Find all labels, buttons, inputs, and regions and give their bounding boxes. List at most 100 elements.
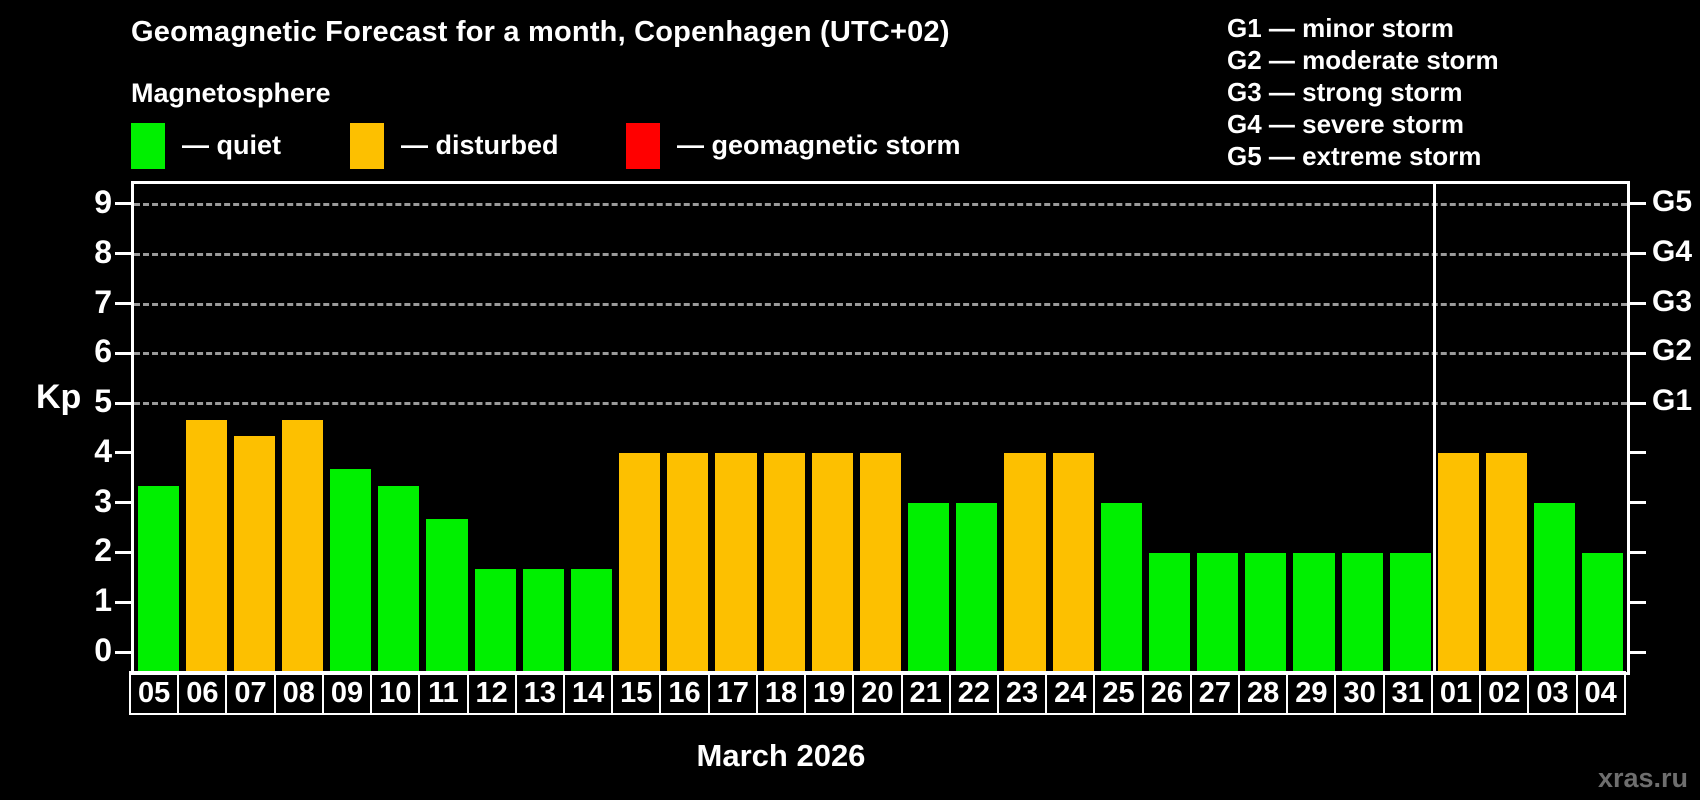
- kp-bar-25: [1100, 502, 1142, 672]
- day-label: 31: [1382, 671, 1433, 715]
- kp-tick-label: 4: [94, 432, 112, 469]
- kp-tick-label: 3: [94, 482, 112, 519]
- kp-tick-right: [1630, 202, 1646, 206]
- kp-gridline: [134, 402, 1627, 406]
- kp-tick-left: [115, 650, 131, 654]
- kp-bar-08: [281, 419, 324, 672]
- kp-tick-right: [1630, 302, 1646, 305]
- watermark-link[interactable]: xras.ru: [1597, 763, 1688, 793]
- chart-subtitle: Magnetosphere: [131, 78, 331, 108]
- day-label: 21: [900, 671, 951, 715]
- kp-tick-right: [1630, 650, 1646, 654]
- kp-axis-title: Kp: [36, 378, 82, 416]
- kp-bar-13: [522, 568, 564, 672]
- kp-tick-label: 1: [94, 582, 112, 619]
- g-legend-line: G5 — extreme storm: [1227, 141, 1482, 171]
- month-separator-line: [1432, 184, 1436, 672]
- kp-tick-right: [1630, 252, 1646, 256]
- kp-bar-22: [956, 502, 998, 672]
- day-label: 01: [1430, 671, 1482, 715]
- kp-bar-12: [474, 568, 516, 672]
- day-label: 07: [225, 671, 276, 715]
- kp-gridline: [134, 302, 1627, 306]
- kp-bar-09: [330, 469, 372, 672]
- g-legend-line: G1 — minor storm: [1227, 13, 1454, 43]
- day-label: 29: [1286, 671, 1337, 715]
- kp-bar-06: [185, 419, 227, 672]
- page-title: Geomagnetic Forecast for a month, Copenh…: [131, 16, 950, 48]
- day-label: 09: [321, 671, 373, 715]
- kp-bar-14: [570, 568, 613, 672]
- kp-bar-21: [908, 502, 950, 672]
- day-label: 12: [466, 671, 517, 715]
- kp-tick-left: [115, 451, 131, 455]
- kp-tick-left: [115, 501, 131, 505]
- kp-tick-left: [115, 401, 131, 405]
- kp-tick-right: [1630, 351, 1646, 355]
- kp-bar-30: [1341, 552, 1383, 672]
- g-legend-line: G4 — severe storm: [1227, 109, 1465, 139]
- day-label: 23: [996, 671, 1048, 715]
- month-caption: March 2026: [696, 738, 866, 773]
- g-axis-label-g1: G1: [1652, 384, 1693, 418]
- day-label: 03: [1527, 671, 1578, 715]
- kp-bar-29: [1293, 552, 1335, 672]
- kp-bar-26: [1148, 552, 1191, 672]
- kp-tick-left: [115, 351, 131, 355]
- day-label: 20: [852, 671, 903, 715]
- day-label: 24: [1045, 671, 1096, 715]
- kp-bar-23: [1004, 452, 1046, 672]
- g-axis-label-g3: G3: [1652, 284, 1693, 318]
- day-label: 30: [1334, 671, 1385, 715]
- kp-gridline: [134, 352, 1627, 356]
- kp-gridline: [134, 202, 1627, 206]
- g-legend-line: G3 — strong storm: [1227, 77, 1463, 107]
- kp-tick-label: 2: [94, 532, 112, 569]
- g-axis-label-g4: G4: [1652, 234, 1693, 268]
- kp-bar-19: [811, 452, 853, 672]
- legend-storm-swatch: [626, 123, 660, 169]
- g-legend-line: G2 — moderate storm: [1227, 45, 1499, 75]
- kp-bar-27: [1197, 552, 1239, 672]
- legend-disturbed-swatch: [350, 123, 384, 169]
- kp-bar-10: [378, 486, 420, 672]
- kp-bar-17: [715, 452, 757, 672]
- day-label: 10: [370, 671, 421, 715]
- kp-tick-left: [115, 600, 131, 604]
- day-label: 22: [948, 671, 999, 715]
- day-label: 19: [804, 671, 855, 715]
- day-label: 18: [755, 671, 807, 715]
- day-label: 28: [1238, 671, 1289, 715]
- legend-quiet-label: — quiet: [182, 130, 281, 160]
- kp-bar-03: [1534, 502, 1576, 672]
- day-label: 02: [1479, 671, 1530, 715]
- kp-bar-31: [1389, 552, 1431, 672]
- kp-tick-left: [115, 252, 131, 256]
- g-axis-label-g2: G2: [1652, 334, 1693, 368]
- day-label: 13: [514, 671, 565, 715]
- kp-bar-16: [667, 452, 709, 672]
- kp-bar-20: [859, 452, 902, 672]
- kp-tick-left: [115, 550, 131, 554]
- kp-bar-18: [763, 452, 805, 672]
- kp-bar-24: [1052, 452, 1094, 672]
- day-label: 11: [418, 671, 469, 715]
- kp-bar-15: [619, 452, 661, 672]
- legend-storm-label: — geomagnetic storm: [677, 130, 961, 160]
- kp-tick-right: [1630, 550, 1646, 554]
- day-label: 25: [1093, 671, 1144, 715]
- kp-tick-right: [1630, 451, 1646, 455]
- kp-bar-01: [1437, 452, 1479, 672]
- kp-tick-left: [115, 302, 131, 305]
- day-label: 27: [1189, 671, 1241, 715]
- day-label: 15: [611, 671, 662, 715]
- kp-tick-label: 5: [94, 383, 112, 420]
- kp-gridline: [134, 252, 1627, 256]
- kp-tick-label: 6: [94, 333, 112, 370]
- day-label: 04: [1575, 671, 1626, 715]
- day-label: 17: [707, 671, 758, 715]
- day-label: 14: [562, 671, 614, 715]
- kp-tick-label: 7: [94, 283, 112, 320]
- kp-tick-left: [115, 202, 131, 206]
